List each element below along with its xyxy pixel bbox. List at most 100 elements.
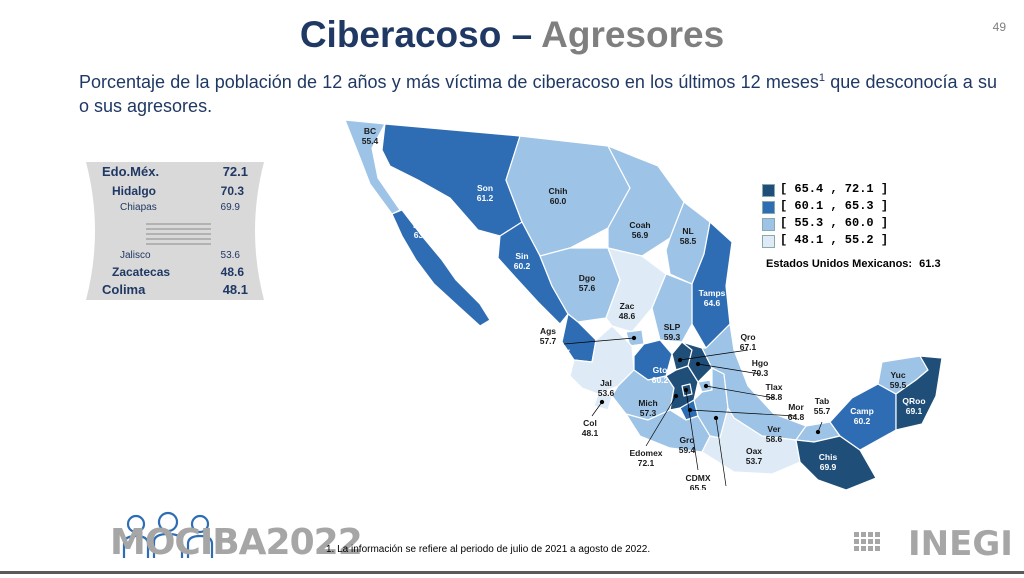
ranking-row-6: Colima 48.1 <box>102 282 248 300</box>
state-label-ags: Ags <box>540 326 556 336</box>
state-label-slp: SLP <box>664 322 681 332</box>
state-value-son: 61.2 <box>477 193 494 203</box>
state-label-chis: Chis <box>819 452 838 462</box>
state-value-tamps: 64.6 <box>704 298 721 308</box>
legend-swatch <box>762 184 775 197</box>
ranking-name: Edo.Méx. <box>102 164 160 179</box>
ranking-row-2: Hidalgo 70.3 <box>102 184 248 202</box>
state-value-nay: 63.4 <box>554 356 571 366</box>
footnote-marker: 1 <box>818 72 826 84</box>
state-label-dgo: Dgo <box>579 273 596 283</box>
brand-mociba: MOCIBA2022 <box>110 522 363 563</box>
ranking-name: Jalisco <box>120 250 151 261</box>
ranking-background <box>86 162 264 300</box>
state-value-col: 48.1 <box>582 428 599 438</box>
mexico-map: BC 55.4 Son 61.2 Chih 60.0 Coah 56.9 NL 58.5 Tamps… <box>330 118 950 508</box>
state-value-jal: 53.6 <box>598 388 615 398</box>
ranking-name: Colima <box>102 282 146 297</box>
state-label-oax: Oax <box>746 446 762 456</box>
state-label-camp: Camp <box>850 406 874 416</box>
state-label-edomex: Edomex <box>629 448 662 458</box>
state-region-sin <box>497 221 569 325</box>
national-label: Estados Unidos Mexicanos: <box>766 258 913 270</box>
state-label-jal: Jal <box>600 378 612 388</box>
state-label-tlax: Tlax <box>765 382 782 392</box>
legend-label: [ 65.4 , 72.1 ] <box>780 182 889 196</box>
legend-item: [ 55.3 , 60.0 ] <box>758 216 958 233</box>
state-value-hgo: 70.3 <box>752 368 769 378</box>
state-label-sin: Sin <box>515 251 528 261</box>
title-main: Ciberacoso – <box>299 14 533 55</box>
leader-dot <box>713 415 719 421</box>
state-label-nl: NL <box>682 226 693 236</box>
leader-line <box>591 401 603 417</box>
state-label-gto: Gto <box>653 365 668 375</box>
page-title: Ciberacoso – Agresores <box>0 14 1024 56</box>
state-label-mich: Mich <box>638 398 657 408</box>
leader-line <box>563 337 635 345</box>
ranking-name: Hidalgo <box>112 184 156 198</box>
title-accent: Agresores <box>541 14 725 55</box>
ranking-value: 70.3 <box>220 184 244 198</box>
page-number: 49 <box>992 20 1006 34</box>
state-label-hgo: Hgo <box>752 358 769 368</box>
leader-dot <box>703 383 709 389</box>
state-label-ver: Ver <box>767 424 781 434</box>
legend-swatch <box>762 235 775 248</box>
state-value-oax: 53.7 <box>746 456 763 466</box>
state-value-mor: 64.8 <box>788 412 805 422</box>
leader-line <box>697 363 761 375</box>
leader-line <box>705 385 775 399</box>
ranking-row-1: Edo.Méx. 72.1 <box>102 164 248 182</box>
ranking-value: 53.6 <box>220 250 240 261</box>
state-value-coah: 56.9 <box>632 230 649 240</box>
legend-label: [ 48.1 , 55.2 ] <box>780 233 889 247</box>
state-value-bc: 55.4 <box>362 136 379 146</box>
state-value-gto: 60.2 <box>652 375 669 385</box>
state-label-gro: Gro <box>679 435 694 445</box>
state-value-chih: 60.0 <box>550 196 567 206</box>
inegi-brand: INEGI <box>908 524 1013 564</box>
state-label-qroo: QRoo <box>902 396 925 406</box>
state-label-tamps: Tamps <box>699 288 726 298</box>
state-label-col: Col <box>583 418 597 428</box>
ranking-panel: Edo.Méx. 72.1 Hidalgo 70.3 Chiapas 69.9 … <box>86 162 264 300</box>
state-region-qroo <box>895 355 943 431</box>
legend-item: [ 65.4 , 72.1 ] <box>758 182 958 199</box>
subtitle: Porcentaje de la población de 12 años y … <box>79 66 997 118</box>
state-region-bc <box>344 119 401 215</box>
leader-dot <box>677 357 683 363</box>
leader-line <box>715 417 727 487</box>
subtitle-text-end: que desconocía a su o sus agresores. <box>79 72 998 116</box>
legend-item: [ 60.1 , 65.3 ] <box>758 199 958 216</box>
state-label-mor: Mor <box>788 402 804 412</box>
state-region-chis <box>795 435 877 491</box>
state-value-sin: 60.2 <box>514 261 531 271</box>
state-label-tab: Tab <box>815 396 829 406</box>
state-value-mich: 57.3 <box>640 408 657 418</box>
state-value-qro: 67.1 <box>740 342 757 352</box>
state-label-yuc: Yuc <box>890 370 905 380</box>
legend-swatch <box>762 201 775 214</box>
state-value-ver: 58.6 <box>766 434 783 444</box>
legend-label: [ 60.1 , 65.3 ] <box>780 199 889 213</box>
subtitle-text: Porcentaje de la población de 12 años y … <box>79 72 819 92</box>
state-value-bcs: 63.8 <box>414 230 431 240</box>
state-value-slp: 59.3 <box>664 332 681 342</box>
state-label-nay: Nay <box>554 346 570 356</box>
ranking-row-4: Jalisco 53.6 <box>102 250 248 268</box>
state-value-zac: 48.6 <box>619 311 636 321</box>
footer-divider <box>0 571 1024 574</box>
state-region-bcs <box>391 209 491 327</box>
ranking-name: Zacatecas <box>112 265 171 279</box>
state-value-edomex: 72.1 <box>638 458 655 468</box>
state-label-qro: Qro <box>740 332 755 342</box>
leader-line <box>679 349 749 361</box>
state-label-pue: Pue <box>718 488 734 490</box>
state-label-coah: Coah <box>629 220 650 230</box>
state-value-gro: 59.4 <box>679 445 696 455</box>
leader-dot <box>599 399 605 405</box>
state-value-camp: 60.2 <box>854 416 871 426</box>
leader-line <box>689 409 797 417</box>
